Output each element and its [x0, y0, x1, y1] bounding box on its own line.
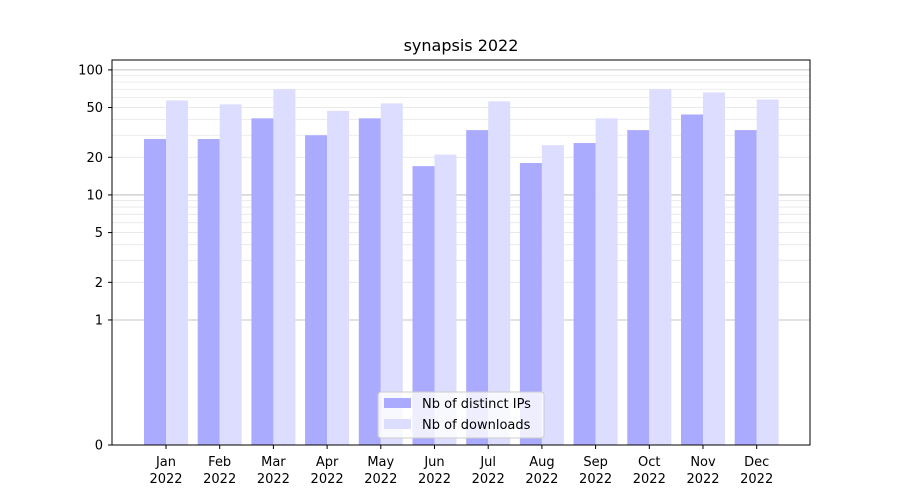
bar-downloads	[166, 100, 188, 445]
y-tick-label: 5	[95, 226, 103, 241]
x-tick-label: 2022	[633, 472, 666, 487]
x-tick-label: 2022	[364, 472, 397, 487]
x-tick-label: Mar	[261, 455, 286, 470]
legend-box	[377, 391, 545, 439]
x-tick-label: Oct	[638, 455, 660, 470]
y-tick-label: 10	[86, 188, 103, 203]
bar-downloads	[380, 103, 403, 446]
x-tick-label: Jan	[155, 455, 176, 470]
x-tick-label: 2022	[311, 472, 344, 487]
bar-distinct-ips	[573, 143, 596, 445]
x-tick-label: 2022	[418, 472, 451, 487]
bar-distinct-ips	[519, 163, 542, 445]
y-tick-label: 0	[95, 439, 103, 454]
legend-swatch	[384, 419, 411, 429]
x-tick-label: Dec	[744, 455, 769, 470]
x-tick-label: May	[367, 455, 394, 470]
bar-distinct-ips	[681, 114, 703, 445]
bar-downloads	[434, 154, 457, 446]
x-tick-label: 2022	[203, 472, 236, 487]
x-tick-label: Nov	[690, 455, 716, 470]
bar-downloads	[488, 101, 511, 445]
x-tick-label: Sep	[583, 455, 608, 470]
chart-title: synapsis 2022	[404, 36, 519, 55]
y-tick-label: 20	[86, 151, 103, 166]
x-tick-label: Aug	[529, 455, 554, 470]
bar-downloads	[273, 89, 296, 445]
bar-distinct-ips	[251, 118, 274, 445]
bar-distinct-ips	[412, 166, 435, 445]
x-tick-label: Jun	[423, 455, 444, 470]
y-tick-label: 2	[95, 276, 103, 291]
x-tick-label: 2022	[472, 472, 505, 487]
x-tick-label: 2022	[149, 472, 182, 487]
bar-distinct-ips	[197, 139, 220, 445]
legend-label: Nb of downloads	[422, 418, 531, 433]
bar-distinct-ips	[734, 130, 757, 445]
y-tick-label: 100	[78, 63, 103, 78]
bar-distinct-ips	[358, 118, 381, 445]
bar-downloads	[327, 110, 350, 445]
x-axis: Jan 2022 Feb 2022 Mar 2022 Apr 2022 May 2022 Jun 20…	[149, 445, 773, 487]
x-tick-label: Feb	[208, 455, 231, 470]
x-tick-label: Jul	[479, 455, 496, 470]
x-tick-label: Apr	[316, 455, 339, 470]
legend: Nb of distinct IPs Nb of downloads	[377, 391, 545, 439]
x-tick-label: 2022	[257, 472, 290, 487]
plot-frame	[111, 59, 811, 446]
legend-label: Nb of distinct IPs	[422, 397, 531, 412]
bar-downloads	[595, 118, 618, 445]
y-tick-label: 1	[95, 313, 103, 328]
bar-downloads	[649, 89, 672, 445]
bar-distinct-ips	[627, 130, 650, 445]
legend-swatch	[384, 398, 411, 408]
x-tick-label: 2022	[525, 472, 558, 487]
bar-distinct-ips	[305, 135, 328, 445]
x-tick-label: 2022	[579, 472, 612, 487]
y-axis: 0 1 2 5 10 20 50 100	[78, 63, 112, 454]
y-tick-label: 50	[86, 101, 103, 116]
bar-distinct-ips	[144, 139, 166, 445]
bar-downloads	[703, 92, 725, 446]
x-tick-label: 2022	[740, 472, 773, 487]
x-tick-label: 2022	[686, 472, 719, 487]
bars	[144, 89, 779, 446]
bar-downloads	[756, 99, 779, 446]
bar-downloads	[541, 145, 564, 445]
bar-distinct-ips	[466, 130, 489, 445]
bar-downloads	[219, 104, 242, 445]
